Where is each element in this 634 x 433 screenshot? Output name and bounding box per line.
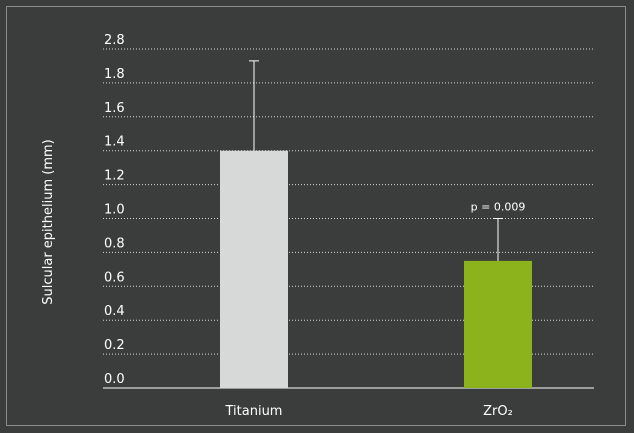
- y-tick-label: 0.2: [104, 338, 125, 353]
- y-tick-label: 0.4: [104, 304, 125, 319]
- y-tick-label: 1.8: [104, 67, 125, 82]
- category-layer: Titanium ZrO₂: [225, 404, 513, 419]
- annotation-layer: p = 0.009: [471, 201, 526, 214]
- bar-layer: [220, 60, 532, 388]
- tick-layer: 0.0 0.2 0.4 0.6 0.8 1.0 1.2 1.4 1.6 1.8 2.8: [104, 33, 125, 387]
- y-axis-label: Sulcular epithelium (mm): [41, 139, 56, 304]
- bar: [220, 150, 288, 388]
- y-tick-label: 0.8: [104, 236, 125, 251]
- y-tick-label: 1.2: [104, 169, 125, 184]
- y-tick-label: 1.4: [104, 135, 125, 150]
- bar: [464, 260, 532, 388]
- x-category-label: ZrO₂: [483, 404, 513, 419]
- y-tick-label: 1.6: [104, 101, 125, 116]
- y-tick-label: 0.0: [104, 372, 125, 387]
- y-tick-label: 0.6: [104, 270, 125, 285]
- chart-frame: [6, 6, 626, 426]
- significance-annotation: p = 0.009: [471, 201, 526, 214]
- x-category-label: Titanium: [225, 404, 283, 419]
- y-tick-label: 2.8: [104, 33, 125, 48]
- y-tick-label: 1.0: [104, 203, 125, 218]
